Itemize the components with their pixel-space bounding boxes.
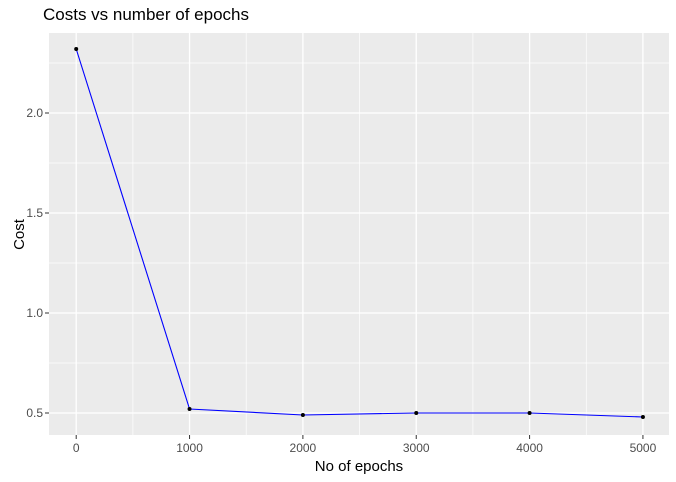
x-tick-label: 0 — [72, 441, 80, 455]
x-tick-label: 2000 — [289, 441, 317, 455]
x-tick-label: 3000 — [402, 441, 430, 455]
y-tick-label: 1.5 — [26, 205, 43, 220]
chart-title: Costs vs number of epochs — [43, 5, 249, 24]
x-tick-label: 1000 — [176, 441, 203, 455]
y-tick-label: 2.0 — [26, 105, 43, 120]
x-tick-label: 5000 — [629, 441, 657, 455]
y-axis-title: Cost — [10, 219, 28, 250]
y-tick-label: 0.5 — [26, 405, 43, 420]
x-tick-label: 4000 — [516, 441, 543, 455]
x-axis-title: No of epochs — [314, 458, 404, 475]
plot-panel — [49, 33, 669, 435]
y-tick-label: 1.0 — [26, 305, 43, 320]
